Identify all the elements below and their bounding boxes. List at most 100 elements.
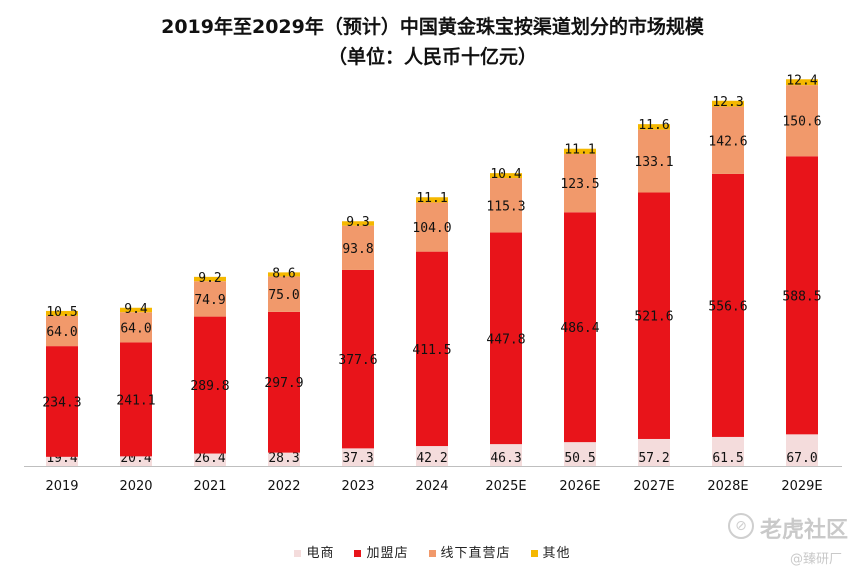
data-label: 50.5 xyxy=(564,451,595,466)
legend-label: 电商 xyxy=(306,546,335,561)
data-label: 234.3 xyxy=(42,395,81,410)
bar-segment xyxy=(564,148,596,154)
data-label: 115.3 xyxy=(486,199,525,214)
bar-segment xyxy=(46,456,78,466)
bar-segment xyxy=(342,269,374,449)
bar-segment xyxy=(268,311,300,453)
bar-segment xyxy=(342,221,374,226)
data-label: 10.4 xyxy=(490,167,521,182)
x-tick-label: 2020 xyxy=(119,479,152,494)
data-label: 11.1 xyxy=(416,191,447,206)
watermark-logo-icon: ⊘ xyxy=(728,513,754,539)
x-tick-label: 2027E xyxy=(633,479,674,494)
bar-segment xyxy=(786,79,818,86)
data-label: 37.3 xyxy=(342,451,373,466)
bar-segment xyxy=(46,310,78,316)
bar-segment xyxy=(564,442,596,466)
data-label: 64.0 xyxy=(46,325,77,340)
data-label: 11.6 xyxy=(638,118,669,133)
data-label: 588.5 xyxy=(782,289,821,304)
x-tick-label: 2019 xyxy=(45,479,78,494)
bar-segment xyxy=(638,129,670,193)
data-label: 11.1 xyxy=(564,143,595,158)
bar-segment xyxy=(712,436,744,466)
watermark-handle: @臻研厂 xyxy=(790,552,843,567)
data-label: 150.6 xyxy=(782,115,821,130)
bar-segment xyxy=(490,178,522,233)
data-label: 75.0 xyxy=(268,288,299,303)
data-label: 297.9 xyxy=(264,376,303,391)
legend-swatch xyxy=(428,550,436,557)
legend-item: 线下直营店 xyxy=(428,542,511,561)
x-tick-label: 2025E xyxy=(485,479,526,494)
bar-segment xyxy=(712,173,744,437)
chart-subtitle: （单位：人民币十亿元） xyxy=(327,46,537,68)
chart-title: 2019年至2029年（预计）中国黄金珠宝按渠道划分的市场规模 xyxy=(161,16,704,38)
legend-item: 加盟店 xyxy=(354,542,408,561)
data-label: 521.6 xyxy=(634,310,673,325)
data-label: 64.0 xyxy=(120,321,151,336)
bar-segment xyxy=(416,202,448,252)
data-label: 9.2 xyxy=(198,271,221,286)
x-tick-label: 2022 xyxy=(267,479,300,494)
bar-segment xyxy=(638,124,670,130)
bar-segment xyxy=(638,438,670,466)
bar-segment xyxy=(638,192,670,439)
watermark-brand: 老虎社区 xyxy=(760,518,849,543)
data-label: 57.2 xyxy=(638,451,669,466)
data-label: 28.3 xyxy=(268,451,299,466)
bar-segment xyxy=(46,346,78,457)
bar-segment xyxy=(564,212,596,443)
x-tick-label: 2024 xyxy=(415,479,448,494)
bar-segment xyxy=(416,197,448,203)
data-label: 26.4 xyxy=(194,451,225,466)
data-label: 67.0 xyxy=(786,451,817,466)
bar-segment xyxy=(712,100,744,107)
data-label: 42.2 xyxy=(416,451,447,466)
legend-swatch xyxy=(354,550,362,557)
legend-label: 其他 xyxy=(542,546,571,561)
bar-segment xyxy=(120,342,152,457)
bar-segment xyxy=(416,446,448,466)
data-label: 12.4 xyxy=(786,73,817,88)
bar-segment xyxy=(490,173,522,179)
legend-label: 线下直营店 xyxy=(440,546,511,561)
bar-segment xyxy=(490,232,522,445)
data-label: 61.5 xyxy=(712,451,743,466)
bar-segment xyxy=(564,153,596,213)
data-label: 411.5 xyxy=(412,343,451,358)
x-tick-label: 2026E xyxy=(559,479,600,494)
x-tick-label: 2021 xyxy=(193,479,226,494)
x-tick-label: 2028E xyxy=(707,479,748,494)
data-label: 12.3 xyxy=(712,95,743,110)
bar-segment xyxy=(194,276,226,282)
bar-segment xyxy=(786,85,818,157)
x-tick-label: 2023 xyxy=(341,479,374,494)
data-label: 46.3 xyxy=(490,451,521,466)
chart-legend: 电商 加盟店 线下直营店 其他 xyxy=(0,542,865,561)
data-label: 142.6 xyxy=(708,134,747,149)
bar-segment xyxy=(712,106,744,174)
bar-segment xyxy=(194,281,226,317)
bar-segment xyxy=(120,307,152,313)
bar-segment xyxy=(120,456,152,466)
data-label: 289.8 xyxy=(190,379,229,394)
bar-segment xyxy=(786,434,818,466)
data-label: 8.6 xyxy=(272,266,295,281)
data-label: 9.4 xyxy=(124,302,148,317)
bar-segment xyxy=(416,251,448,447)
bar-segment xyxy=(342,448,374,466)
data-label: 133.1 xyxy=(634,155,673,170)
data-label: 123.5 xyxy=(560,177,599,192)
legend-swatch xyxy=(294,550,302,557)
data-label: 241.1 xyxy=(116,393,155,408)
data-label: 377.6 xyxy=(338,353,377,368)
bar-segment xyxy=(268,452,300,466)
data-label: 556.6 xyxy=(708,299,747,314)
bar-segment xyxy=(268,276,300,312)
legend-swatch xyxy=(530,550,538,557)
bar-segment xyxy=(46,315,78,347)
data-label: 10.5 xyxy=(46,305,77,320)
data-label: 9.3 xyxy=(346,215,369,230)
